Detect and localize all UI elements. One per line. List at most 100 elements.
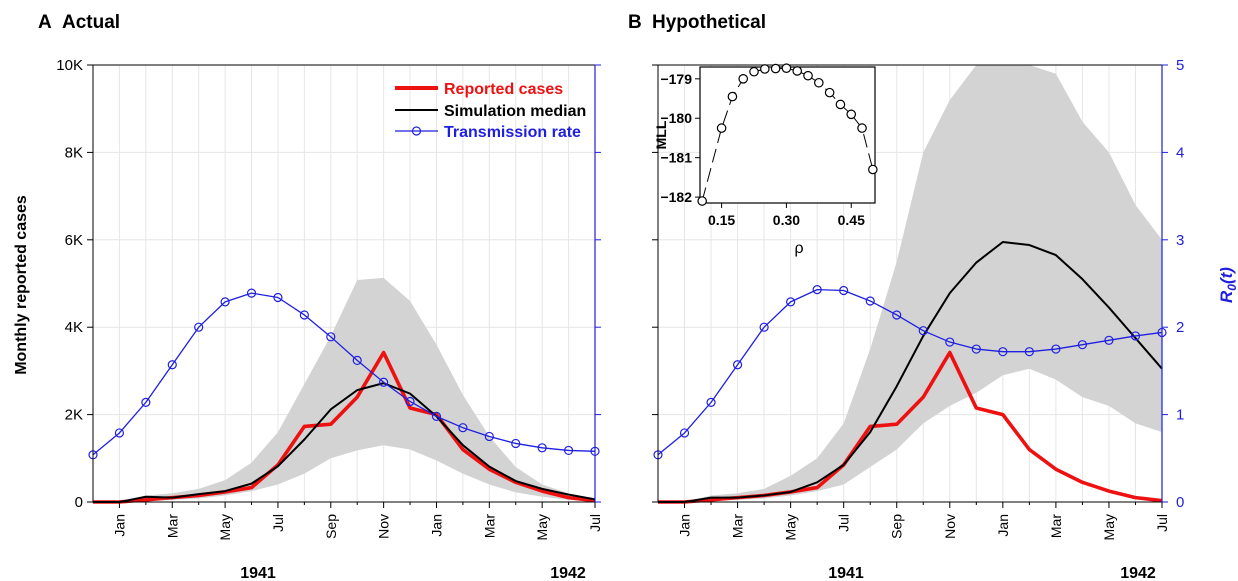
x-tick-label: Mar <box>481 514 497 538</box>
right-axis-label: R0(t) <box>1217 267 1238 303</box>
y-tick-label: 2K <box>65 407 83 424</box>
transmission-rate-marker <box>759 322 769 332</box>
b-simulation-median-line <box>658 240 1163 503</box>
right-axis-label-rest: (t) <box>1217 267 1236 284</box>
transmission-rate-marker <box>839 285 849 296</box>
inset-points <box>697 63 878 206</box>
x-tick-label: Sep <box>323 514 339 539</box>
transmission-rate-marker <box>194 322 204 332</box>
y2-tick-label: 0 <box>1176 494 1184 511</box>
y2-tick-label: 3 <box>1176 232 1184 249</box>
x-tick-label: Mar <box>730 514 746 538</box>
transmission-rate-marker <box>405 396 415 407</box>
a-simulation-median-line <box>93 382 596 503</box>
inset-point <box>760 64 770 74</box>
x-tick-label: Nov <box>376 514 392 539</box>
panel-a-series <box>88 288 600 504</box>
transmission-rate-marker <box>786 297 796 307</box>
inset-x-tick-label: 0.30 <box>773 212 800 228</box>
y-tick-label: 4K <box>65 319 83 336</box>
inset-point <box>846 109 857 120</box>
x-tick-label: Jan <box>995 514 1011 537</box>
transmission-rate-marker <box>379 377 389 387</box>
x-tick-label: Jul <box>836 514 852 532</box>
x-tick-label: Jan <box>428 514 444 537</box>
inset-y-tick-label: −181 <box>660 150 692 166</box>
transmission-rate-marker <box>1077 340 1088 350</box>
inset-point <box>770 63 781 74</box>
right-axis-label-main: R <box>1217 290 1236 303</box>
legend-marker-transmission <box>411 126 422 136</box>
transmission-rate-marker <box>511 438 521 449</box>
x-tick-label: Jul <box>587 514 603 532</box>
inset-frame <box>699 66 876 204</box>
inset-point <box>792 66 803 76</box>
x-tick-label: Mar <box>164 514 180 538</box>
transmission-rate-marker <box>998 347 1008 357</box>
transmission-rate-marker <box>299 310 309 320</box>
transmission-rate-marker <box>273 292 283 303</box>
transmission-rate-marker <box>352 355 362 366</box>
x-tick-label: Nov <box>942 514 958 539</box>
x-tick-label: Jul <box>270 514 286 532</box>
inset-point <box>716 123 727 133</box>
inset-point <box>868 164 878 175</box>
inset-x-tick-label: 0.45 <box>838 212 865 228</box>
transmission-rate-marker <box>865 296 875 306</box>
transmission-rate-marker <box>141 397 151 407</box>
panel-a-letter: A <box>38 12 52 33</box>
legend-label-simulation: Simulation median <box>444 103 586 120</box>
transmission-rate-marker <box>971 344 981 354</box>
x-tick-label: May <box>1101 514 1117 540</box>
legend: Reported cases Simulation median Transmi… <box>395 81 586 141</box>
transmission-rate-marker <box>945 337 955 347</box>
inset-point <box>727 91 738 102</box>
panel-b-year-1941: 1941 <box>828 565 864 581</box>
inset-point <box>803 70 813 81</box>
transmission-rate-marker <box>167 360 177 370</box>
panel-b-ticks: 0 1 2 3 4 5 Jan Mar May Jul Sep Nov Jan Mar May Jul <box>652 57 1184 540</box>
x-tick-label: Jan <box>677 514 693 537</box>
inset-point <box>814 77 824 88</box>
legend-label-transmission: Transmission rate <box>444 124 581 141</box>
panel-b-year-1942: 1942 <box>1120 565 1156 581</box>
inset-y-tick-label: −179 <box>660 71 692 87</box>
transmission-rate-marker <box>484 431 494 442</box>
transmission-rate-marker <box>812 285 822 295</box>
panel-a-ticks: 0 2K 4K 6K 8K 10K Jan Mar May Jul Sep Nov Jan Mar May J… <box>56 57 603 540</box>
transmission-rate-marker <box>431 411 442 421</box>
legend-label-reported: Reported cases <box>444 81 563 98</box>
x-tick-label: May <box>783 514 799 540</box>
transmission-rate-marker <box>220 297 230 307</box>
inset-y-label: MLL <box>653 120 669 149</box>
inset-point <box>835 99 846 110</box>
y-axis-label: Monthly reported cases <box>13 195 30 375</box>
panel-b-series <box>653 240 1167 504</box>
inset-point <box>749 66 759 77</box>
y2-tick-label: 1 <box>1176 407 1184 424</box>
x-tick-label: Jul <box>1154 514 1170 532</box>
panel-b-confidence-band <box>658 65 1162 502</box>
panel-b-letter: B <box>628 12 642 33</box>
transmission-rate-marker <box>679 428 690 438</box>
transmission-rate-marker <box>706 397 716 407</box>
inset-point <box>857 123 867 133</box>
inset-connector-line <box>701 67 874 202</box>
panel-b-title: Hypothetical <box>652 12 766 33</box>
y-tick-label: 0 <box>75 494 83 511</box>
inset-x-label: ρ <box>794 240 803 257</box>
y-tick-label: 8K <box>65 144 83 161</box>
right-axis-label-subscript: 0 <box>1225 284 1238 291</box>
panel-a-year-1941: 1941 <box>240 565 276 581</box>
y2-tick-label: 4 <box>1176 144 1184 161</box>
panel-b: B Hypothetical 0 1 2 3 4 5 Jan Mar May Jul Sep Nov J… <box>628 12 1184 581</box>
transmission-rate-marker <box>458 423 468 433</box>
y2-tick-label: 5 <box>1176 57 1184 74</box>
x-tick-label: May <box>217 514 233 540</box>
transmission-rate-marker <box>1104 335 1114 345</box>
inset-point <box>824 87 835 98</box>
transmission-rate-marker <box>1051 344 1061 354</box>
panel-a: A Actual 0 2K 4K 6K 8K 10K Jan Mar May Jul Sep Nov J… <box>38 12 603 581</box>
transmission-rate-marker <box>732 360 743 370</box>
